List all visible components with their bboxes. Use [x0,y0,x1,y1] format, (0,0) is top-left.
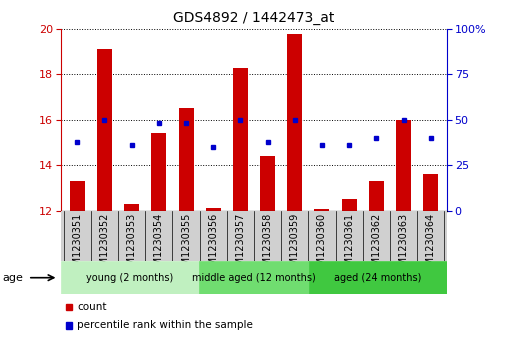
Text: GSM1230351: GSM1230351 [72,213,82,278]
Bar [61,261,199,294]
Text: percentile rank within the sample: percentile rank within the sample [77,321,253,330]
Text: young (2 months): young (2 months) [86,273,174,283]
Text: GSM1230359: GSM1230359 [290,213,300,278]
Bar [151,133,166,211]
Bar [97,49,112,211]
Bar [342,199,357,211]
Bar [233,68,248,211]
Bar [396,120,411,211]
Bar [61,211,447,261]
Bar [66,304,72,310]
Text: GSM1230356: GSM1230356 [208,213,218,278]
Text: GSM1230354: GSM1230354 [154,213,164,278]
Bar [369,181,384,211]
Bar [309,261,447,294]
Text: GSM1230352: GSM1230352 [100,213,109,278]
Text: GSM1230362: GSM1230362 [371,213,382,278]
Text: GSM1230363: GSM1230363 [399,213,408,278]
Text: aged (24 months): aged (24 months) [334,273,422,283]
Text: GSM1230358: GSM1230358 [263,213,273,278]
Bar [288,33,302,211]
Text: GSM1230364: GSM1230364 [426,213,436,278]
Text: age: age [3,273,23,283]
Text: GSM1230353: GSM1230353 [126,213,137,278]
Text: GSM1230361: GSM1230361 [344,213,354,278]
Bar [66,322,72,329]
Text: GSM1230360: GSM1230360 [317,213,327,278]
Text: GSM1230355: GSM1230355 [181,213,191,278]
Text: count: count [77,302,107,312]
Bar [70,181,85,211]
Text: GSM1230357: GSM1230357 [235,213,245,278]
Text: middle aged (12 months): middle aged (12 months) [192,273,316,283]
Bar [260,156,275,211]
Bar [423,174,438,211]
Bar [206,208,220,211]
Bar [178,109,194,211]
Title: GDS4892 / 1442473_at: GDS4892 / 1442473_at [173,11,335,25]
Bar [124,204,139,211]
Bar [199,261,309,294]
Bar [314,209,330,211]
